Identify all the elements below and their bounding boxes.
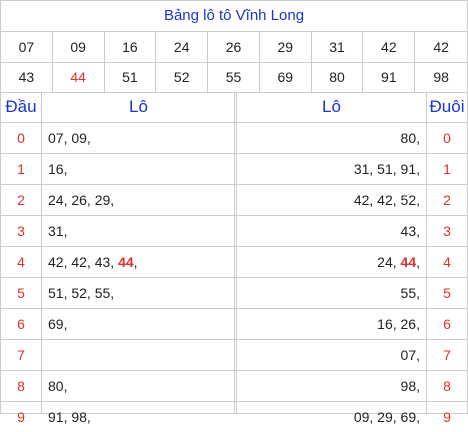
number-cell: 52 — [156, 62, 209, 92]
lo-left-cell: 31, — [48, 223, 68, 239]
table-row: 4 42, 42, 43, 44, 24, 44, 4 — [1, 247, 467, 278]
lo-left-cell: 16, — [48, 161, 68, 177]
table-row: 9 91, 98, 09, 29, 69, 9 — [1, 402, 467, 432]
number-cell: 07 — [1, 32, 53, 62]
dau-cell: 9 — [17, 409, 25, 425]
lo-text: , — [133, 254, 138, 270]
lo-right-cell: 80, — [400, 130, 420, 146]
header-lo-left: Lô — [129, 97, 148, 116]
lo-right-cell: 55, — [400, 285, 420, 301]
lo-left-cell: 51, 52, 55, — [48, 285, 115, 301]
number-cell: 16 — [105, 32, 157, 62]
duoi-cell: 1 — [443, 161, 451, 177]
highlighted-number: 44 — [118, 254, 134, 270]
number-cell: 26 — [208, 32, 260, 62]
number-cell: 69 — [260, 62, 312, 92]
duoi-cell: 4 — [443, 254, 451, 270]
dau-cell: 6 — [17, 316, 25, 332]
table-row: 7 07, 7 — [1, 340, 467, 371]
dau-cell: 0 — [17, 130, 25, 146]
number-cell: 42 — [433, 39, 449, 55]
duoi-cell: 6 — [443, 316, 451, 332]
header-lo-right: Lô — [322, 97, 341, 116]
table-title: Bảng lô tô Vĩnh Long — [1, 1, 467, 32]
lo-left-cell: 42, 42, 43, 44, — [48, 247, 233, 277]
lo-right-cell: 31, 51, 91, — [353, 161, 420, 177]
dau-cell: 8 — [17, 378, 25, 394]
numbers-row-2: 43 44 51 52 55 69 80 91 98 — [1, 62, 467, 93]
table-row: 2 24, 26, 29, 42, 42, 52, 2 — [1, 185, 467, 216]
number-cell: 31 — [312, 32, 364, 62]
duoi-cell: 3 — [443, 223, 451, 239]
lo-right-cell: 09, 29, 69, — [353, 409, 420, 425]
dau-cell: 3 — [17, 223, 25, 239]
column-divider — [426, 92, 427, 413]
lo-left-cell: 24, 26, 29, — [48, 192, 115, 208]
column-divider — [234, 92, 235, 413]
lo-left-cell — [48, 340, 233, 370]
column-divider — [236, 92, 237, 413]
number-cell: 24 — [156, 32, 209, 62]
dau-cell: 2 — [17, 192, 25, 208]
lo-left-cell: 80, — [48, 378, 68, 394]
dau-cell: 5 — [17, 285, 25, 301]
table-row: 1 16, 31, 51, 91, 1 — [1, 154, 467, 185]
header-duoi: Đuôi — [429, 97, 465, 116]
lo-text: 24, — [377, 254, 401, 270]
duoi-cell: 7 — [443, 347, 451, 363]
number-cell: 91 — [363, 62, 416, 92]
duoi-cell: 9 — [443, 409, 451, 425]
number-cell: 80 — [312, 62, 364, 92]
lo-right-cell: 24, 44, — [238, 247, 420, 277]
column-divider — [41, 92, 42, 413]
header-dau: Đầu — [5, 97, 37, 116]
duoi-cell: 0 — [443, 130, 451, 146]
number-cell-highlighted: 44 — [53, 62, 105, 92]
lo-left-cell: 07, 09, — [48, 130, 91, 146]
numbers-row-1: 07 09 16 24 26 29 31 42 42 — [1, 32, 467, 63]
lo-left-cell: 91, 98, — [48, 409, 91, 425]
dau-cell: 7 — [17, 347, 25, 363]
duoi-cell: 8 — [443, 378, 451, 394]
number-cell: 43 — [1, 62, 53, 92]
highlighted-number: 44 — [400, 254, 417, 270]
lo-right-cell: 43, — [400, 223, 420, 239]
lo-text: 42, 42, 43, — [48, 254, 119, 270]
duoi-cell: 5 — [443, 285, 451, 301]
lo-text: , — [416, 254, 420, 270]
number-cell: 29 — [260, 32, 312, 62]
table-row: 6 69, 16, 26, 6 — [1, 309, 467, 340]
lo-right-cell: 42, 42, 52, — [353, 192, 420, 208]
number-cell: 09 — [53, 32, 105, 62]
table-body: 0 07, 09, 80, 0 1 16, 31, 51, 91, 1 2 24… — [1, 123, 467, 432]
lo-right-cell: 16, 26, — [377, 316, 420, 332]
number-cell: 51 — [105, 62, 157, 92]
table-row: 8 80, 98, 8 — [1, 371, 467, 402]
table-row: 5 51, 52, 55, 55, 5 — [1, 278, 467, 309]
duoi-cell: 2 — [443, 192, 451, 208]
dau-cell: 1 — [17, 161, 25, 177]
number-cell: 98 — [433, 69, 449, 85]
number-cell: 42 — [363, 32, 416, 62]
lo-right-cell: 98, — [400, 378, 420, 394]
table-row: 3 31, 43, 3 — [1, 216, 467, 247]
table-row: 0 07, 09, 80, 0 — [1, 123, 467, 154]
lo-left-cell: 69, — [48, 316, 68, 332]
number-cell: 55 — [208, 62, 260, 92]
lo-right-cell: 07, — [400, 347, 420, 363]
dau-cell: 4 — [17, 254, 25, 270]
